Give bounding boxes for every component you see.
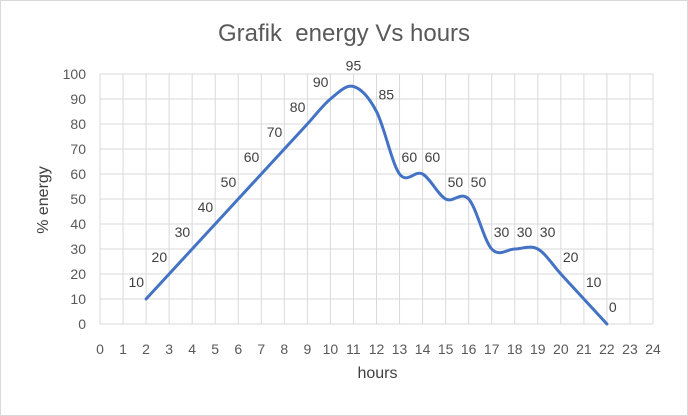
y-axis-ticks: 0 10 20 30 40 50 60 70 80 90 100	[63, 66, 87, 332]
x-tick-label: 3	[165, 341, 173, 357]
x-tick-label: 20	[553, 341, 569, 357]
y-tick-label: 20	[70, 266, 86, 282]
x-tick-label: 0	[96, 341, 104, 357]
x-tick-label: 7	[257, 341, 265, 357]
data-label: 60	[425, 149, 441, 165]
data-label: 60	[244, 149, 260, 165]
x-tick-label: 24	[645, 341, 661, 357]
chart-title: Grafik energy Vs hours	[217, 20, 471, 47]
x-tick-label: 2	[142, 341, 150, 357]
x-tick-label: 12	[369, 341, 385, 357]
x-tick-label: 8	[280, 341, 288, 357]
x-tick-label: 16	[461, 341, 477, 357]
data-label: 50	[221, 174, 237, 190]
x-tick-label: 5	[211, 341, 219, 357]
y-tick-label: 100	[63, 66, 87, 82]
x-axis-label: hours	[357, 365, 398, 382]
x-tick-label: 15	[438, 341, 454, 357]
x-tick-label: 21	[576, 341, 592, 357]
x-tick-label: 6	[234, 341, 242, 357]
x-tick-label: 9	[303, 341, 311, 357]
series-line	[144, 84, 609, 326]
data-label: 60	[402, 149, 418, 165]
data-label: 40	[198, 199, 214, 215]
data-label: 20	[152, 249, 168, 265]
data-label: 30	[540, 224, 556, 240]
y-tick-label: 70	[70, 141, 86, 157]
x-tick-label: 14	[415, 341, 431, 357]
data-label: 30	[494, 224, 510, 240]
data-label: 10	[129, 274, 145, 290]
data-label: 90	[313, 74, 329, 90]
x-tick-label: 11	[346, 341, 361, 357]
data-label: 30	[517, 224, 533, 240]
y-tick-label: 0	[78, 316, 86, 332]
data-label: 85	[379, 87, 395, 103]
x-tick-label: 18	[507, 341, 523, 357]
y-tick-label: 40	[70, 216, 86, 232]
y-tick-label: 30	[70, 241, 86, 257]
y-tick-label: 10	[70, 291, 86, 307]
x-tick-label: 10	[323, 341, 339, 357]
y-tick-label: 90	[70, 91, 86, 107]
x-tick-label: 19	[530, 341, 546, 357]
x-tick-label: 23	[622, 341, 638, 357]
y-tick-label: 50	[70, 191, 86, 207]
x-tick-label: 4	[188, 341, 196, 357]
data-label: 20	[563, 249, 579, 265]
data-labels: 10 20 30 40 50 60 70 80 90 95 85 60 60 50 50 30 30 30 20 10…	[129, 58, 617, 316]
data-label: 0	[609, 299, 617, 315]
y-axis-label: % energy	[35, 166, 52, 234]
data-label: 70	[267, 124, 283, 140]
x-tick-label: 13	[392, 341, 408, 357]
x-tick-label: 22	[599, 341, 615, 357]
data-label: 50	[471, 174, 487, 190]
x-tick-label: 17	[484, 341, 500, 357]
data-label: 30	[175, 224, 191, 240]
x-tick-label: 1	[119, 341, 127, 357]
x-axis-ticks: 0 1 2 3 4 5 6 7 8 9 10 11 12 13 14 15 16 17 18 19 20 21 22 23 24	[96, 341, 661, 357]
y-tick-label: 80	[70, 116, 86, 132]
data-label: 10	[586, 274, 602, 290]
y-tick-label: 60	[70, 166, 86, 182]
data-label: 80	[290, 99, 306, 115]
data-label: 50	[448, 174, 464, 190]
data-label: 95	[346, 58, 362, 74]
